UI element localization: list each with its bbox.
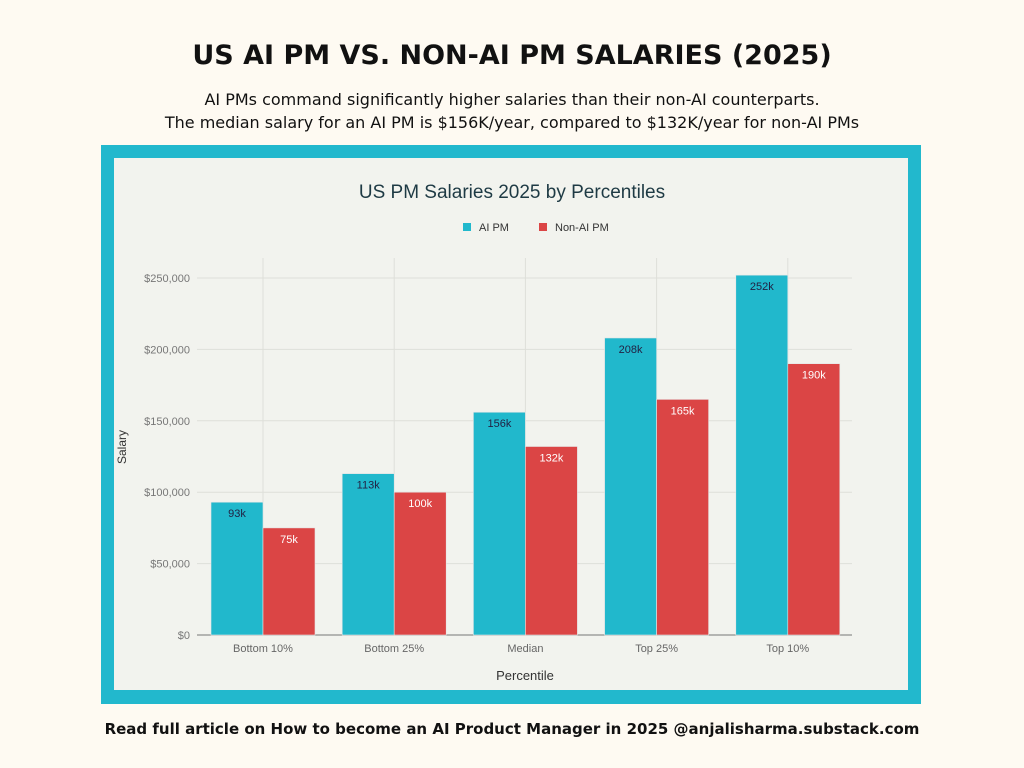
subtitle-line-1: AI PMs command significantly higher sala… [204, 90, 820, 109]
footer-text: Read full article on How to become an AI… [104, 720, 920, 738]
chart-title: US PM Salaries 2025 by Percentiles [359, 182, 665, 203]
bar-non-ai-pm [525, 446, 578, 636]
x-tick-label: Median [507, 643, 543, 655]
bar-ai-pm [341, 473, 395, 636]
bar-non-ai-pm [787, 363, 841, 636]
legend-label: AI PM [479, 222, 509, 234]
legend-swatch [539, 223, 547, 231]
x-tick-label: Top 25% [635, 643, 678, 655]
bar-non-ai-pm [262, 527, 316, 636]
y-axis-label: Salary [115, 430, 129, 464]
bar-non-ai-pm [393, 491, 447, 636]
bar-non-ai-pm [656, 399, 709, 636]
legend-label: Non-AI PM [555, 222, 609, 234]
x-axis-label: Percentile [496, 668, 554, 683]
y-tick-label: $50,000 [150, 559, 190, 571]
x-tick-label: Bottom 25% [364, 643, 424, 655]
data-label: 75k [280, 534, 298, 546]
y-tick-label: $0 [178, 630, 190, 642]
bar-ai-pm [604, 337, 657, 636]
data-label: 208k [619, 344, 643, 356]
data-label: 100k [408, 498, 432, 510]
y-tick-label: $250,000 [144, 273, 190, 285]
x-tick-label: Bottom 10% [233, 643, 293, 655]
data-label: 165k [671, 405, 695, 417]
bar-ai-pm [473, 411, 526, 636]
page-title: US AI PM VS. NON-AI PM SALARIES (2025) [192, 40, 832, 71]
bar-ai-pm [210, 501, 264, 636]
y-tick-label: $100,000 [144, 487, 190, 499]
bar-ai-pm [735, 274, 789, 636]
x-tick-label: Top 10% [766, 643, 809, 655]
y-tick-label: $200,000 [144, 344, 190, 356]
data-label: 156k [487, 418, 511, 430]
data-label: 113k [357, 480, 381, 492]
data-label: 190k [802, 370, 826, 382]
data-label: 252k [750, 281, 774, 293]
data-label: 132k [539, 453, 563, 465]
legend-swatch [463, 223, 471, 231]
subtitle-line-2: The median salary for an AI PM is $156K/… [164, 113, 860, 132]
y-tick-label: $150,000 [144, 416, 190, 428]
data-label: 93k [228, 508, 246, 520]
